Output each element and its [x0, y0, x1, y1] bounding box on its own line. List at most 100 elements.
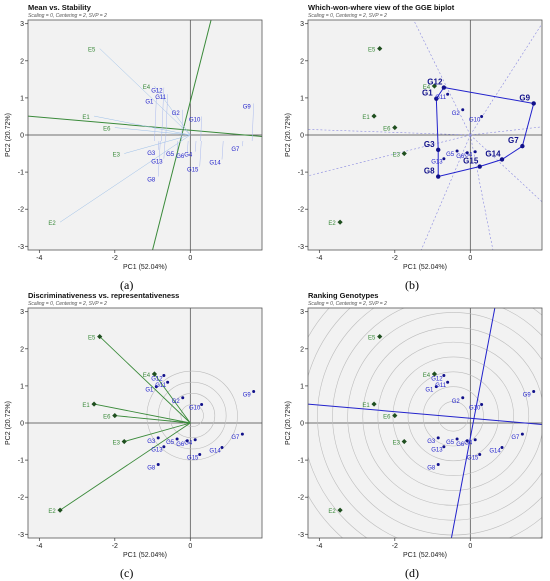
environment-point: [91, 401, 97, 407]
genotype-projection: [194, 140, 197, 152]
genotype-label: G4: [184, 153, 193, 159]
genotype-label: G3: [424, 140, 435, 149]
environment-vector: [99, 48, 191, 136]
y-tick-label: 3: [20, 21, 24, 28]
y-tick-label: 2: [20, 58, 24, 65]
x-tick-label: -4: [36, 255, 42, 262]
genotype-label: G12: [427, 78, 443, 87]
concentric-circle: [362, 327, 542, 506]
genotype-projection: [165, 94, 168, 142]
genotype-point: [240, 432, 244, 436]
environment-point: [337, 507, 343, 513]
genotype-point: [442, 157, 446, 161]
genotype-label: G2: [172, 111, 181, 117]
environment-label: E4: [423, 373, 431, 379]
genotype-label: G1: [145, 100, 154, 106]
environment-point: [392, 124, 398, 131]
genotype-label: G7: [231, 435, 240, 441]
environment-label: E1: [82, 115, 90, 121]
x-axis-label: PC1 (52.04%): [123, 264, 167, 271]
genotype-label: G11: [435, 95, 447, 101]
genotype-label: G9: [523, 392, 532, 398]
genotype-projection: [161, 87, 165, 142]
genotype-point: [436, 436, 440, 440]
genotype-point: [461, 396, 465, 400]
y-tick-label: 0: [20, 133, 24, 140]
genotype-projection: [221, 140, 224, 160]
y-tick-label: -3: [18, 532, 24, 539]
x-tick-label: 0: [188, 543, 192, 550]
environment-label: E6: [103, 127, 111, 133]
y-tick-label: 1: [300, 95, 304, 102]
genotype-projection: [181, 109, 183, 142]
y-tick-label: 3: [300, 309, 304, 316]
y-tick-label: -2: [18, 207, 24, 214]
genotype-label: G8: [147, 178, 156, 184]
genotype-label: G12: [431, 377, 443, 383]
x-axis-label: PC1 (52.04%): [123, 552, 167, 559]
environment-label: E1: [362, 403, 370, 409]
concentric-circle: [157, 381, 227, 450]
x-axis-label: PC1 (52.04%): [403, 264, 447, 271]
y-tick-label: 3: [300, 21, 304, 28]
x-tick-label: -4: [316, 255, 322, 262]
chart-title: Which-won-where view of the GGE biplot: [308, 3, 455, 12]
environment-label: E6: [103, 415, 111, 421]
environment-point: [401, 438, 407, 445]
genotype-point: [442, 445, 446, 449]
genotype-projection: [251, 103, 254, 142]
genotype-point: [442, 374, 446, 378]
x-tick-label: -4: [316, 543, 322, 550]
environment-point: [377, 45, 383, 52]
genotype-label: G15: [187, 168, 199, 174]
genotype-label: G6: [176, 154, 185, 160]
environment-label: E5: [368, 336, 376, 342]
environment-point: [121, 438, 127, 445]
genotype-label: G15: [463, 157, 479, 166]
genotype-label: G4: [464, 441, 473, 447]
sector-ray: [308, 129, 471, 136]
concentric-circle: [377, 341, 530, 491]
genotype-label: G5: [446, 440, 455, 446]
genotype-point: [193, 438, 197, 442]
genotype-label: G5: [166, 440, 175, 446]
y-tick-label: -3: [18, 244, 24, 251]
genotype-label: G7: [508, 136, 519, 145]
y-tick-label: -1: [18, 170, 24, 177]
genotype-label: G13: [151, 448, 163, 454]
concentric-circle: [180, 404, 204, 428]
genotype-point: [162, 374, 166, 378]
genotype-point: [156, 463, 160, 467]
environment-vector: [59, 134, 191, 223]
genotype-point: [465, 439, 469, 443]
genotype-label: G6: [176, 442, 185, 448]
environment-point: [112, 412, 118, 419]
genotype-label: G2: [172, 399, 181, 405]
average-environment-axis: [450, 308, 496, 538]
genotype-label: G11: [155, 383, 167, 389]
environment-label: E2: [328, 509, 336, 515]
sector-ray: [470, 134, 542, 202]
genotype-point: [154, 385, 158, 389]
environment-label: E6: [383, 415, 391, 421]
environment-label: E4: [143, 373, 151, 379]
y-tick-label: 0: [300, 421, 304, 428]
concentric-circle: [437, 401, 469, 432]
chart-title: Ranking Genotypes: [308, 291, 378, 300]
genotype-projection: [163, 140, 166, 159]
panel-caption-b: (b): [405, 278, 419, 292]
genotype-point: [480, 402, 484, 406]
genotype-projection: [200, 116, 202, 142]
genotype-projection: [157, 140, 161, 177]
environment-point: [371, 113, 377, 119]
panel-caption-c: (c): [120, 566, 134, 580]
genotype-label: G15: [187, 456, 199, 462]
genotype-label: G9: [243, 104, 252, 110]
environment-label: E3: [113, 441, 121, 447]
y-tick-label: -2: [298, 207, 304, 214]
environment-vector: [154, 373, 191, 424]
genotype-label: G3: [147, 439, 156, 445]
chart-subtitle: Scaling = 0, Centering = 2, SVP = 2: [28, 13, 107, 19]
genotype-point: [473, 150, 477, 154]
y-tick-label: 1: [20, 95, 24, 102]
